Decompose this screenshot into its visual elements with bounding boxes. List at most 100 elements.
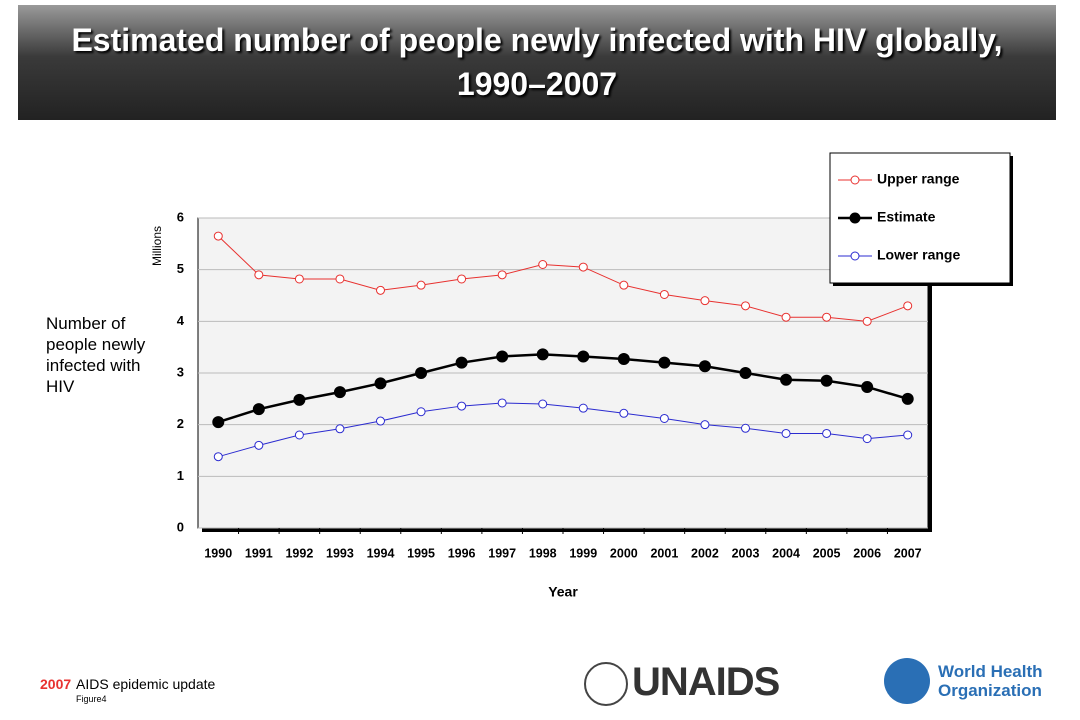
point [376, 416, 385, 426]
point [577, 350, 590, 363]
point [862, 434, 872, 444]
x-tick-label: 1994 [367, 546, 395, 560]
point [496, 350, 509, 363]
point [698, 360, 711, 373]
who-logo-1: World Health [938, 662, 1043, 681]
point [659, 413, 669, 423]
legend-marker [850, 175, 860, 185]
point [213, 452, 223, 462]
point [538, 260, 548, 269]
legend-label: Lower range [877, 247, 960, 263]
point [739, 367, 752, 379]
x-tick-label: 2003 [732, 546, 760, 560]
x-tick-label: 2007 [894, 546, 922, 560]
y-tick-label: 3 [177, 364, 184, 379]
point [619, 280, 629, 290]
x-tick-label: 1993 [326, 546, 354, 560]
unaids-emblem [584, 662, 628, 706]
point [293, 393, 306, 406]
title-banner [18, 5, 1056, 120]
point [578, 262, 588, 272]
footer-text: AIDS epidemic update [76, 676, 216, 692]
legend-label: Estimate [877, 209, 936, 225]
point [822, 312, 832, 322]
point [294, 430, 304, 440]
series-line [217, 353, 909, 424]
point [741, 301, 750, 311]
point [781, 312, 791, 322]
point [335, 274, 345, 284]
point [213, 231, 223, 241]
y-tick-label: 0 [177, 519, 184, 534]
point [536, 348, 549, 361]
footer-year: 2007 [40, 676, 72, 692]
point [617, 353, 630, 366]
y-axis-label: Number of people newly infected with HIV [46, 314, 146, 396]
point [861, 380, 874, 393]
point [254, 270, 264, 280]
y-tick-label: 4 [177, 313, 185, 328]
point [901, 392, 914, 405]
legend-marker [849, 212, 861, 224]
x-tick-label: 2004 [772, 546, 800, 560]
series-line [217, 235, 908, 322]
y-tick-label: 6 [177, 209, 184, 224]
x-tick-label: 1997 [488, 546, 516, 560]
point [741, 423, 750, 433]
point [333, 386, 346, 399]
point [457, 274, 467, 284]
point [374, 377, 387, 390]
x-tick-label: 1996 [448, 546, 476, 560]
point [415, 367, 428, 379]
legend-marker [850, 251, 860, 261]
x-tick-label: 1990 [204, 546, 232, 560]
point [416, 280, 426, 290]
point [416, 407, 426, 417]
x-tick-label: 1992 [285, 546, 313, 560]
point [862, 316, 872, 326]
point [335, 424, 345, 434]
x-tick-label: 2000 [610, 546, 638, 560]
point [212, 416, 225, 429]
point [781, 428, 791, 438]
who-emblem [884, 658, 930, 704]
x-tick-label: 1998 [529, 546, 557, 560]
footer-figure: Figure4 [76, 694, 107, 704]
point [254, 440, 264, 450]
y-tick-label: 5 [177, 261, 184, 276]
point [376, 285, 385, 295]
y-unit: Millions [150, 226, 164, 266]
point [700, 420, 710, 430]
point [455, 356, 468, 369]
point [903, 430, 913, 440]
point [619, 408, 629, 418]
x-tick-label: 1995 [407, 546, 435, 560]
unaids-logo: UNAIDS [632, 660, 780, 704]
point [457, 401, 467, 411]
x-tick-label: 2006 [853, 546, 881, 560]
point [780, 373, 793, 386]
x-tick-label: 2001 [650, 546, 678, 560]
point [820, 374, 833, 387]
point [497, 398, 507, 408]
point [497, 270, 507, 280]
chart-title: Estimated number of people newly infecte… [71, 22, 1003, 102]
y-tick-label: 2 [177, 416, 184, 431]
point [822, 428, 832, 438]
y-tick-label: 1 [177, 468, 184, 483]
point [903, 301, 913, 311]
x-tick-label: 1999 [569, 546, 597, 560]
who-logo-2: Organization [938, 681, 1042, 700]
point [252, 403, 265, 416]
x-tick-label: 2002 [691, 546, 719, 560]
legend-label: Upper range [877, 171, 960, 187]
point [700, 296, 710, 306]
x-axis-label: Year [548, 584, 578, 600]
x-tick-label: 2005 [813, 546, 841, 560]
point [578, 403, 588, 413]
series-line [218, 402, 908, 458]
point [658, 356, 671, 369]
point [538, 399, 548, 409]
